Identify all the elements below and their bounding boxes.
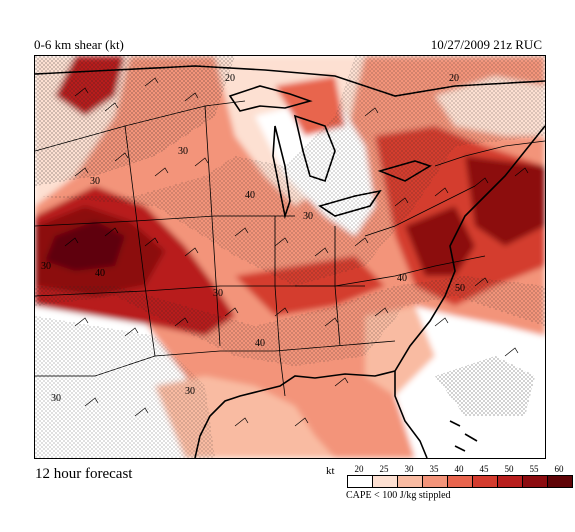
contour-label: 30 <box>90 176 100 187</box>
contour-label: 30 <box>41 261 51 272</box>
contour-label: 30 <box>185 386 195 397</box>
contour-label: 30 <box>51 393 61 404</box>
legend-tick: 40 <box>454 464 464 474</box>
contour-label: 40 <box>255 338 265 349</box>
contour-label: 30 <box>303 211 313 222</box>
color-swatch <box>348 476 373 487</box>
legend-tick: 55 <box>529 464 539 474</box>
state-boundaries <box>35 100 545 397</box>
legend-unit-label: kt <box>326 465 335 477</box>
color-swatch <box>448 476 473 487</box>
contour-label: 40 <box>245 190 255 201</box>
legend-tick: 30 <box>404 464 414 474</box>
color-swatch <box>398 476 423 487</box>
shear-map: 20 30 20 30 40 30 30 40 30 40 50 40 30 3… <box>34 55 546 459</box>
wind-barbs <box>64 77 529 427</box>
color-scale-bar <box>347 475 573 488</box>
map-title: 0-6 km shear (kt) <box>34 37 124 52</box>
coastlines <box>35 65 545 458</box>
legend-tick: 25 <box>379 464 389 474</box>
color-swatch <box>523 476 548 487</box>
cape-stipple-note: CAPE < 100 J/kg stippled <box>346 490 451 501</box>
legend-tick: 60 <box>554 464 564 474</box>
color-swatch <box>423 476 448 487</box>
contour-label: 20 <box>225 73 235 84</box>
color-swatch <box>498 476 523 487</box>
contour-label: 30 <box>213 288 223 299</box>
forecast-hour-label: 12 hour forecast <box>35 466 133 482</box>
shear-map-canvas: 20 30 20 30 40 30 30 40 30 40 50 40 30 3… <box>35 56 545 458</box>
valid-time-label: 10/27/2009 21z RUC <box>430 37 542 52</box>
contour-label: 20 <box>449 73 459 84</box>
legend-tick: 45 <box>479 464 489 474</box>
contour-label: 30 <box>178 146 188 157</box>
color-swatch <box>373 476 398 487</box>
legend-tick: 20 <box>354 464 364 474</box>
color-swatch <box>548 476 572 487</box>
legend-tick: 35 <box>429 464 439 474</box>
legend-tick: 50 <box>504 464 514 474</box>
contour-label: 40 <box>95 268 105 279</box>
contour-label: 40 <box>397 273 407 284</box>
color-swatch <box>473 476 498 487</box>
contour-label: 50 <box>455 283 465 294</box>
